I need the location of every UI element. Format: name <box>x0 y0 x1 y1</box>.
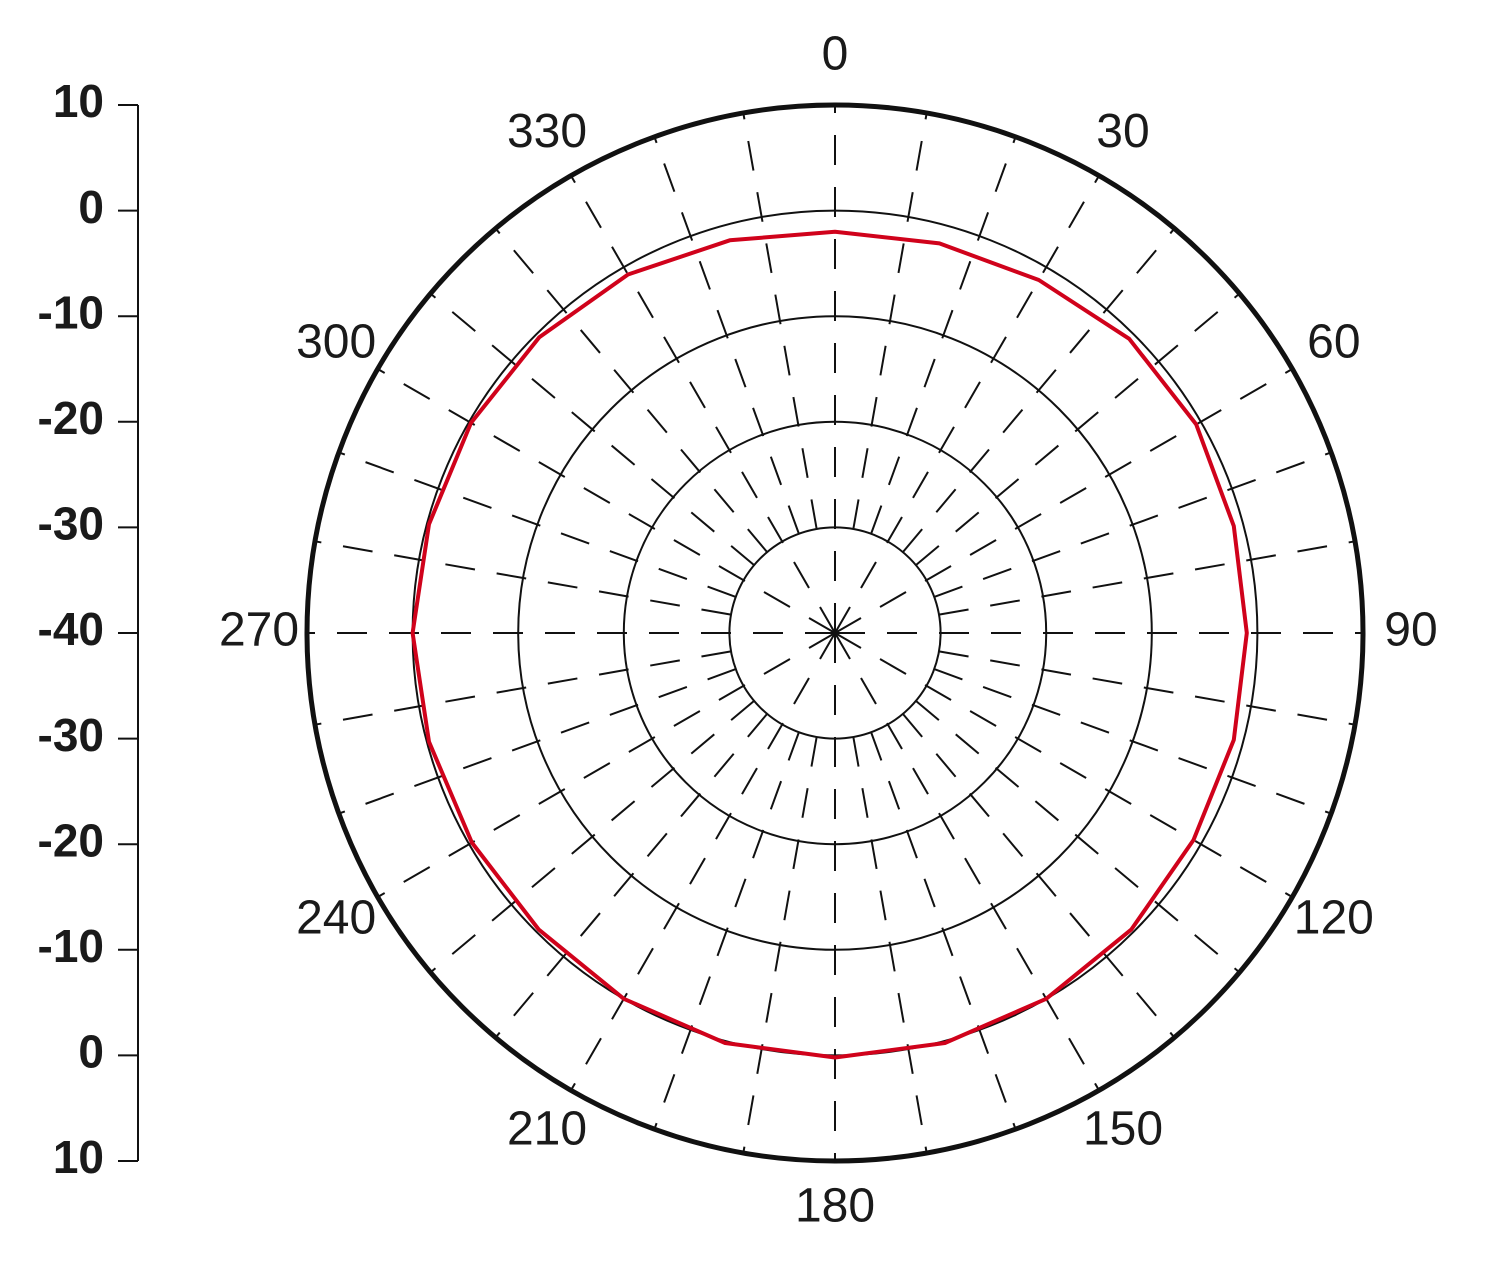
ring <box>728 526 942 740</box>
angle-spoke <box>570 632 836 1091</box>
scale-label: -30 <box>38 498 104 550</box>
angle-label: 120 <box>1294 892 1374 945</box>
pattern-curve <box>410 229 1249 1060</box>
angle-label: 330 <box>507 105 587 158</box>
angle-label: 60 <box>1307 316 1360 369</box>
angle-spoke <box>834 632 1100 1091</box>
angle-label: 300 <box>296 316 376 369</box>
angle-label: 30 <box>1096 105 1149 158</box>
angle-spoke <box>377 368 836 634</box>
angle-spoke <box>570 175 836 634</box>
scale-label: -10 <box>38 286 104 338</box>
angle-spoke <box>834 368 1293 634</box>
angle-label: 0 <box>822 28 849 81</box>
scale-label: -20 <box>38 814 104 866</box>
angle-label: 270 <box>219 604 299 657</box>
angle-label: 150 <box>1083 1103 1163 1156</box>
scale-label: -40 <box>38 603 104 655</box>
scale-label: -10 <box>38 920 104 972</box>
scale-label: -20 <box>38 392 104 444</box>
angle-spoke <box>834 175 1100 634</box>
scale-label: 0 <box>78 181 104 233</box>
angle-label: 90 <box>1384 604 1437 657</box>
angle-spoke <box>834 632 1293 898</box>
angle-label: 180 <box>795 1180 875 1233</box>
angle-spoke <box>377 632 836 898</box>
outer-ring <box>304 102 1366 1164</box>
angle-label: 210 <box>507 1103 587 1156</box>
scale-label: -30 <box>38 709 104 761</box>
scale-label: 0 <box>78 1026 104 1078</box>
scale-label: 10 <box>53 1131 104 1183</box>
scale-label: 10 <box>53 75 104 127</box>
angle-label: 240 <box>296 892 376 945</box>
ring <box>517 315 1153 951</box>
ring <box>622 420 1048 846</box>
